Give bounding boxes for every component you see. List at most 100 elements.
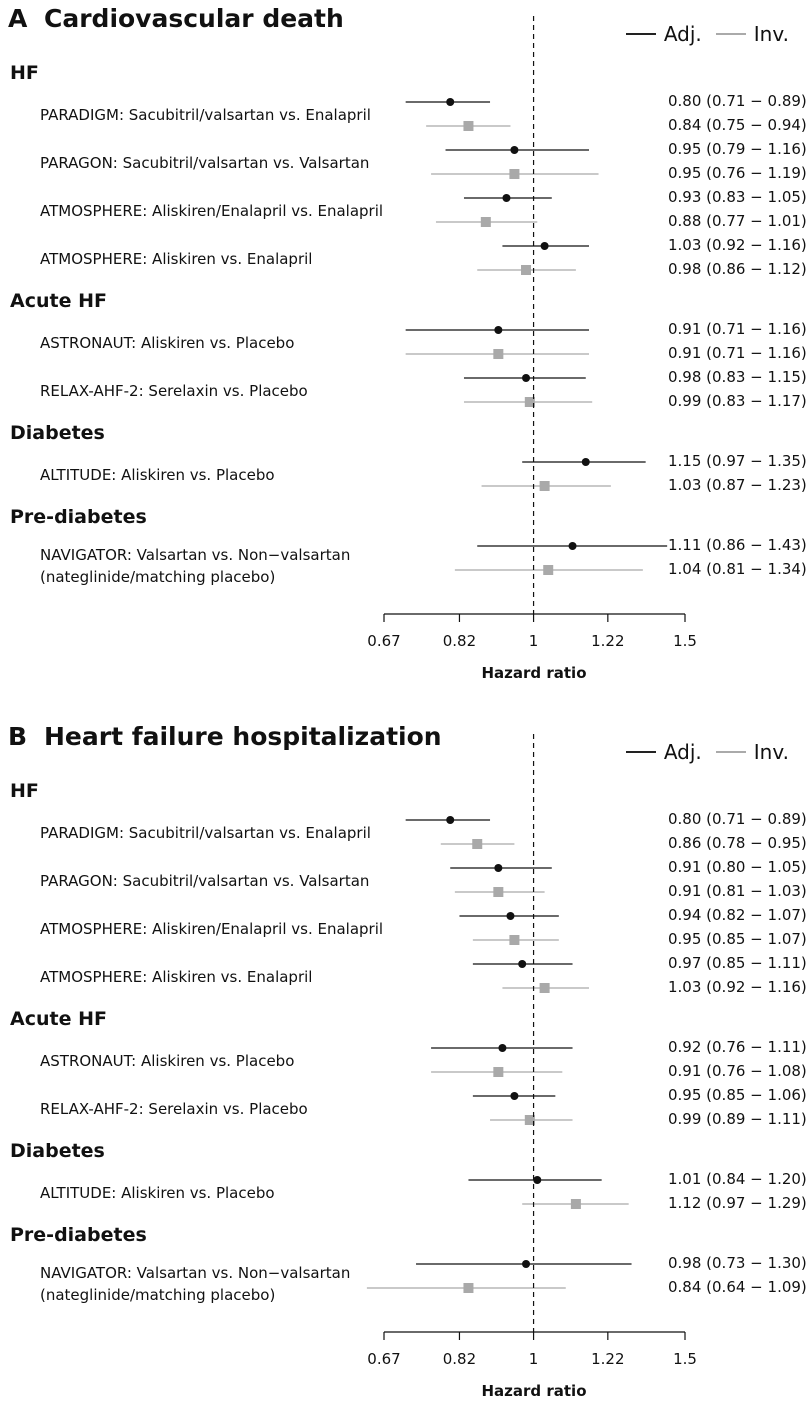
study-label: ATMOSPHERE: Aliskiren vs. Enalapril bbox=[40, 968, 313, 986]
study-label: RELAX-AHF-2: Serelaxin vs. Placebo bbox=[40, 382, 308, 400]
point-adjusted bbox=[446, 816, 455, 824]
x-axis-title: Hazard ratio bbox=[481, 1382, 587, 1400]
ci-text-inverse-variance: 0.91 (0.71 − 1.16) bbox=[668, 344, 807, 362]
ci-text-inverse-variance: 0.84 (0.64 − 1.09) bbox=[668, 1278, 807, 1296]
ci-text-inverse-variance: 0.91 (0.81 − 1.03) bbox=[668, 882, 807, 900]
point-inverse-variance bbox=[524, 397, 535, 407]
point-adjusted bbox=[446, 98, 455, 106]
panel-title-text: Cardiovascular death bbox=[44, 4, 344, 33]
point-adjusted bbox=[581, 458, 590, 466]
study-label: NAVIGATOR: Valsartan vs. Non−valsartan (… bbox=[40, 546, 351, 586]
study-label: ALTITUDE: Aliskiren vs. Placebo bbox=[40, 1184, 275, 1202]
ci-text-inverse-variance: 0.99 (0.89 − 1.11) bbox=[668, 1110, 807, 1128]
point-inverse-variance bbox=[480, 217, 491, 227]
study-label: ASTRONAUT: Aliskiren vs. Placebo bbox=[40, 334, 295, 352]
x-tick-label: 0.82 bbox=[443, 632, 476, 650]
x-tick-label: 1.5 bbox=[673, 1350, 697, 1368]
point-adjusted bbox=[518, 960, 527, 968]
group-label: HF bbox=[10, 62, 39, 84]
ci-text-adjusted: 0.98 (0.83 − 1.15) bbox=[668, 368, 807, 386]
point-inverse-variance bbox=[570, 1199, 581, 1209]
ci-text-inverse-variance: 0.91 (0.76 − 1.08) bbox=[668, 1062, 807, 1080]
panel-letter: A bbox=[8, 4, 28, 33]
ci-text-inverse-variance: 1.03 (0.87 − 1.23) bbox=[668, 476, 807, 494]
panel-title: B Heart failure hospitalization bbox=[8, 722, 442, 751]
panel-title: A Cardiovascular death bbox=[8, 4, 344, 33]
forest-plot-panel-a: A Cardiovascular death Adj. Inv. Hazard r… bbox=[0, 0, 807, 690]
point-inverse-variance bbox=[493, 349, 504, 359]
x-tick-label: 0.67 bbox=[367, 1350, 400, 1368]
point-inverse-variance bbox=[493, 1067, 504, 1077]
ci-text-adjusted: 1.01 (0.84 − 1.20) bbox=[668, 1170, 807, 1188]
ci-text-adjusted: 0.93 (0.83 − 1.05) bbox=[668, 188, 807, 206]
ci-text-inverse-variance: 0.84 (0.75 − 0.94) bbox=[668, 116, 807, 134]
legend-adj-swatch bbox=[625, 33, 656, 35]
point-inverse-variance bbox=[539, 983, 550, 993]
ci-text-inverse-variance: 0.95 (0.85 − 1.07) bbox=[668, 930, 807, 948]
legend-inv-swatch bbox=[715, 33, 746, 35]
panel-letter: B bbox=[8, 722, 28, 751]
study-label: PARAGON: Sacubitril/valsartan vs. Valsar… bbox=[40, 154, 370, 172]
forest-plot-panel-b: B Heart failure hospitalization Adj. Inv.… bbox=[0, 718, 807, 1408]
point-adjusted bbox=[510, 146, 519, 154]
point-inverse-variance bbox=[539, 481, 550, 491]
ci-text-adjusted: 0.94 (0.82 − 1.07) bbox=[668, 906, 807, 924]
point-inverse-variance bbox=[509, 169, 520, 179]
study-label: ASTRONAUT: Aliskiren vs. Placebo bbox=[40, 1052, 295, 1070]
study-label: ATMOSPHERE: Aliskiren/Enalapril vs. Enal… bbox=[40, 202, 384, 220]
study-label: ALTITUDE: Aliskiren vs. Placebo bbox=[40, 466, 275, 484]
ci-text-adjusted: 1.03 (0.92 − 1.16) bbox=[668, 236, 807, 254]
point-adjusted bbox=[498, 1044, 507, 1052]
legend-inv-label: Inv. bbox=[753, 22, 789, 46]
point-adjusted bbox=[494, 326, 503, 334]
study-label: PARADIGM: Sacubitril/valsartan vs. Enala… bbox=[40, 824, 371, 842]
legend-inv-swatch bbox=[715, 751, 746, 753]
ci-text-adjusted: 0.98 (0.73 − 1.30) bbox=[668, 1254, 807, 1272]
x-tick-label: 1 bbox=[529, 632, 539, 650]
ci-text-adjusted: 0.91 (0.80 − 1.05) bbox=[668, 858, 807, 876]
group-label: Acute HF bbox=[10, 1008, 107, 1030]
point-inverse-variance bbox=[463, 121, 474, 131]
x-tick-label: 1 bbox=[529, 1350, 539, 1368]
legend-adj-label: Adj. bbox=[663, 740, 702, 764]
x-tick-label: 0.82 bbox=[443, 1350, 476, 1368]
panel-title-text: Heart failure hospitalization bbox=[44, 722, 442, 751]
point-inverse-variance bbox=[543, 565, 554, 575]
legend: Adj. Inv. bbox=[625, 22, 795, 46]
ci-text-adjusted: 0.95 (0.79 − 1.16) bbox=[668, 140, 807, 158]
ci-text-inverse-variance: 1.03 (0.92 − 1.16) bbox=[668, 978, 807, 996]
group-label: HF bbox=[10, 780, 39, 802]
study-label: NAVIGATOR: Valsartan vs. Non−valsartan (… bbox=[40, 1264, 351, 1304]
x-tick-label: 0.67 bbox=[367, 632, 400, 650]
study-label: ATMOSPHERE: Aliskiren/Enalapril vs. Enal… bbox=[40, 920, 384, 938]
legend: Adj. Inv. bbox=[625, 740, 795, 764]
x-tick-label: 1.22 bbox=[591, 1350, 624, 1368]
point-adjusted bbox=[494, 864, 503, 872]
ci-text-adjusted: 0.95 (0.85 − 1.06) bbox=[668, 1086, 807, 1104]
ci-text-adjusted: 0.80 (0.71 − 0.89) bbox=[668, 92, 807, 110]
point-inverse-variance bbox=[463, 1283, 474, 1293]
point-adjusted bbox=[502, 194, 511, 202]
study-label: RELAX-AHF-2: Serelaxin vs. Placebo bbox=[40, 1100, 308, 1118]
point-adjusted bbox=[540, 242, 549, 250]
point-adjusted bbox=[510, 1092, 519, 1100]
point-inverse-variance bbox=[493, 887, 504, 897]
ci-text-adjusted: 0.92 (0.76 − 1.11) bbox=[668, 1038, 807, 1056]
ci-text-inverse-variance: 0.86 (0.78 − 0.95) bbox=[668, 834, 807, 852]
ci-text-inverse-variance: 0.95 (0.76 − 1.19) bbox=[668, 164, 807, 182]
study-label: PARAGON: Sacubitril/valsartan vs. Valsar… bbox=[40, 872, 370, 890]
group-label: Diabetes bbox=[10, 422, 105, 444]
group-label: Acute HF bbox=[10, 290, 107, 312]
x-tick-label: 1.22 bbox=[591, 632, 624, 650]
ci-text-inverse-variance: 1.12 (0.97 − 1.29) bbox=[668, 1194, 807, 1212]
x-tick-label: 1.5 bbox=[673, 632, 697, 650]
point-adjusted bbox=[522, 1260, 531, 1268]
ci-text-inverse-variance: 0.99 (0.83 − 1.17) bbox=[668, 392, 807, 410]
legend-adj-label: Adj. bbox=[663, 22, 702, 46]
point-inverse-variance bbox=[521, 265, 532, 275]
ci-text-inverse-variance: 0.88 (0.77 − 1.01) bbox=[668, 212, 807, 230]
point-inverse-variance bbox=[509, 935, 520, 945]
ci-text-adjusted: 1.15 (0.97 − 1.35) bbox=[668, 452, 807, 470]
point-adjusted bbox=[568, 542, 577, 550]
x-axis-title: Hazard ratio bbox=[481, 664, 587, 682]
